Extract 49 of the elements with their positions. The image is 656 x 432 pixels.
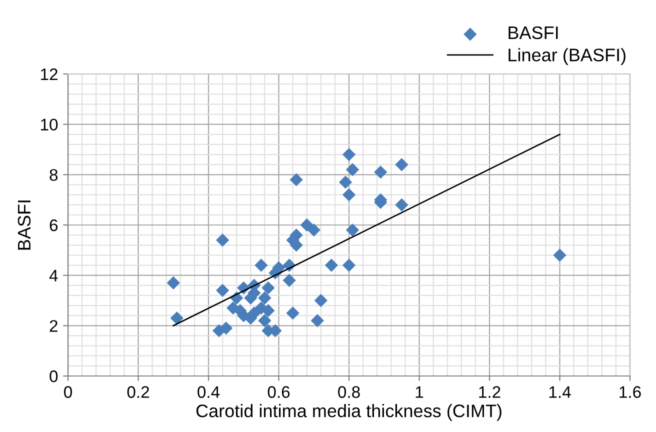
point: [314, 294, 328, 308]
x-tick-label: 0.4: [198, 386, 220, 398]
point: [300, 218, 314, 232]
legend-label: BASFI: [508, 26, 558, 40]
y-tick-label: 6: [50, 219, 58, 232]
point: [290, 173, 303, 186]
point: [395, 158, 408, 172]
point: [262, 281, 275, 295]
x-tick-label: 1: [416, 386, 424, 398]
point: [324, 258, 338, 272]
point: [310, 314, 324, 328]
y-tick-label: 8: [50, 169, 58, 181]
point: [219, 322, 233, 335]
point: [307, 223, 320, 237]
point: [258, 291, 272, 305]
y-axis-title: BASFI: [18, 200, 31, 250]
point: [166, 276, 180, 290]
point: [286, 306, 300, 320]
point: [346, 163, 360, 176]
point: [342, 148, 356, 162]
point: [553, 248, 566, 262]
x-tick-label: 0.6: [268, 386, 290, 398]
x-tick-label: 0.8: [338, 386, 360, 398]
point: [290, 238, 303, 252]
point: [346, 223, 360, 237]
y-tick-label: 2: [50, 320, 58, 332]
point: [254, 258, 268, 272]
point: [338, 176, 352, 189]
point: [216, 234, 230, 247]
x-tick-label: 1.6: [620, 386, 641, 398]
y-tick-label: 4: [49, 270, 58, 282]
y-tick-label: 0: [50, 370, 58, 382]
point: [262, 304, 275, 318]
x-tick-label: 1.2: [479, 386, 500, 398]
point: [342, 188, 356, 202]
y-tick-label: 12: [41, 68, 58, 80]
point: [216, 284, 230, 298]
point: [395, 198, 408, 212]
point: [342, 258, 356, 272]
x-axis-title: Carotid intima media thickness (CIMT): [196, 404, 502, 421]
point: [282, 274, 296, 287]
x-tick-label: 0.2: [127, 386, 149, 398]
legend-label: Linear (BASFI): [508, 48, 626, 65]
point: [258, 314, 272, 328]
y-tick-label: 10: [41, 118, 58, 131]
point: [374, 166, 388, 179]
x-tick-label: 1.4: [549, 386, 571, 398]
point: [170, 312, 184, 325]
x-tick-label: 0: [64, 386, 72, 398]
